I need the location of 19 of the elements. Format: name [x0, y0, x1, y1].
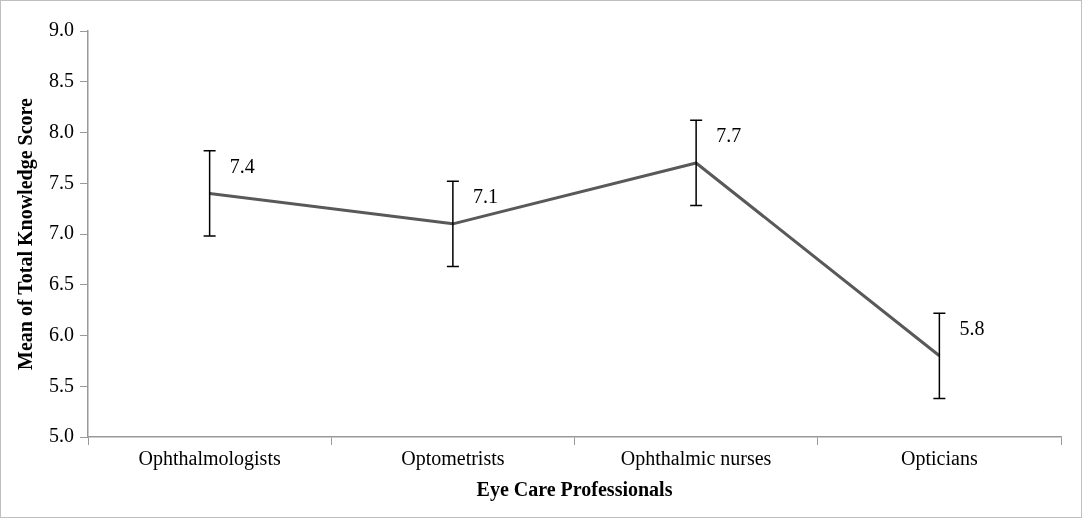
y-tick-label: 8.5 — [49, 69, 74, 91]
y-tick-label: 5.5 — [49, 373, 74, 396]
data-label: 5.8 — [959, 317, 985, 340]
x-tick-label: Opticians — [901, 447, 978, 471]
y-tick-label: 6.0 — [49, 322, 74, 345]
data-label: 7.1 — [472, 185, 498, 208]
data-label: 7.7 — [716, 124, 742, 147]
y-tick-label: 8.0 — [49, 119, 74, 142]
y-tick-label: 7.0 — [49, 221, 74, 244]
y-tick-label: 9.0 — [49, 18, 74, 41]
x-tick-label: Ophthalmologists — [138, 447, 281, 471]
y-axis-title: Mean of Total Knowledge Score — [14, 97, 38, 370]
x-tick-label: Ophthalmic nurses — [620, 447, 772, 471]
y-tick-label: 6.5 — [49, 272, 74, 294]
x-tick-label: Optometrists — [401, 447, 505, 471]
y-tick-label: 7.5 — [49, 170, 74, 193]
data-label: 7.4 — [229, 154, 255, 177]
y-tick-label: 5.0 — [49, 424, 74, 447]
x-axis-title: Eye Care Professionals — [476, 478, 673, 502]
